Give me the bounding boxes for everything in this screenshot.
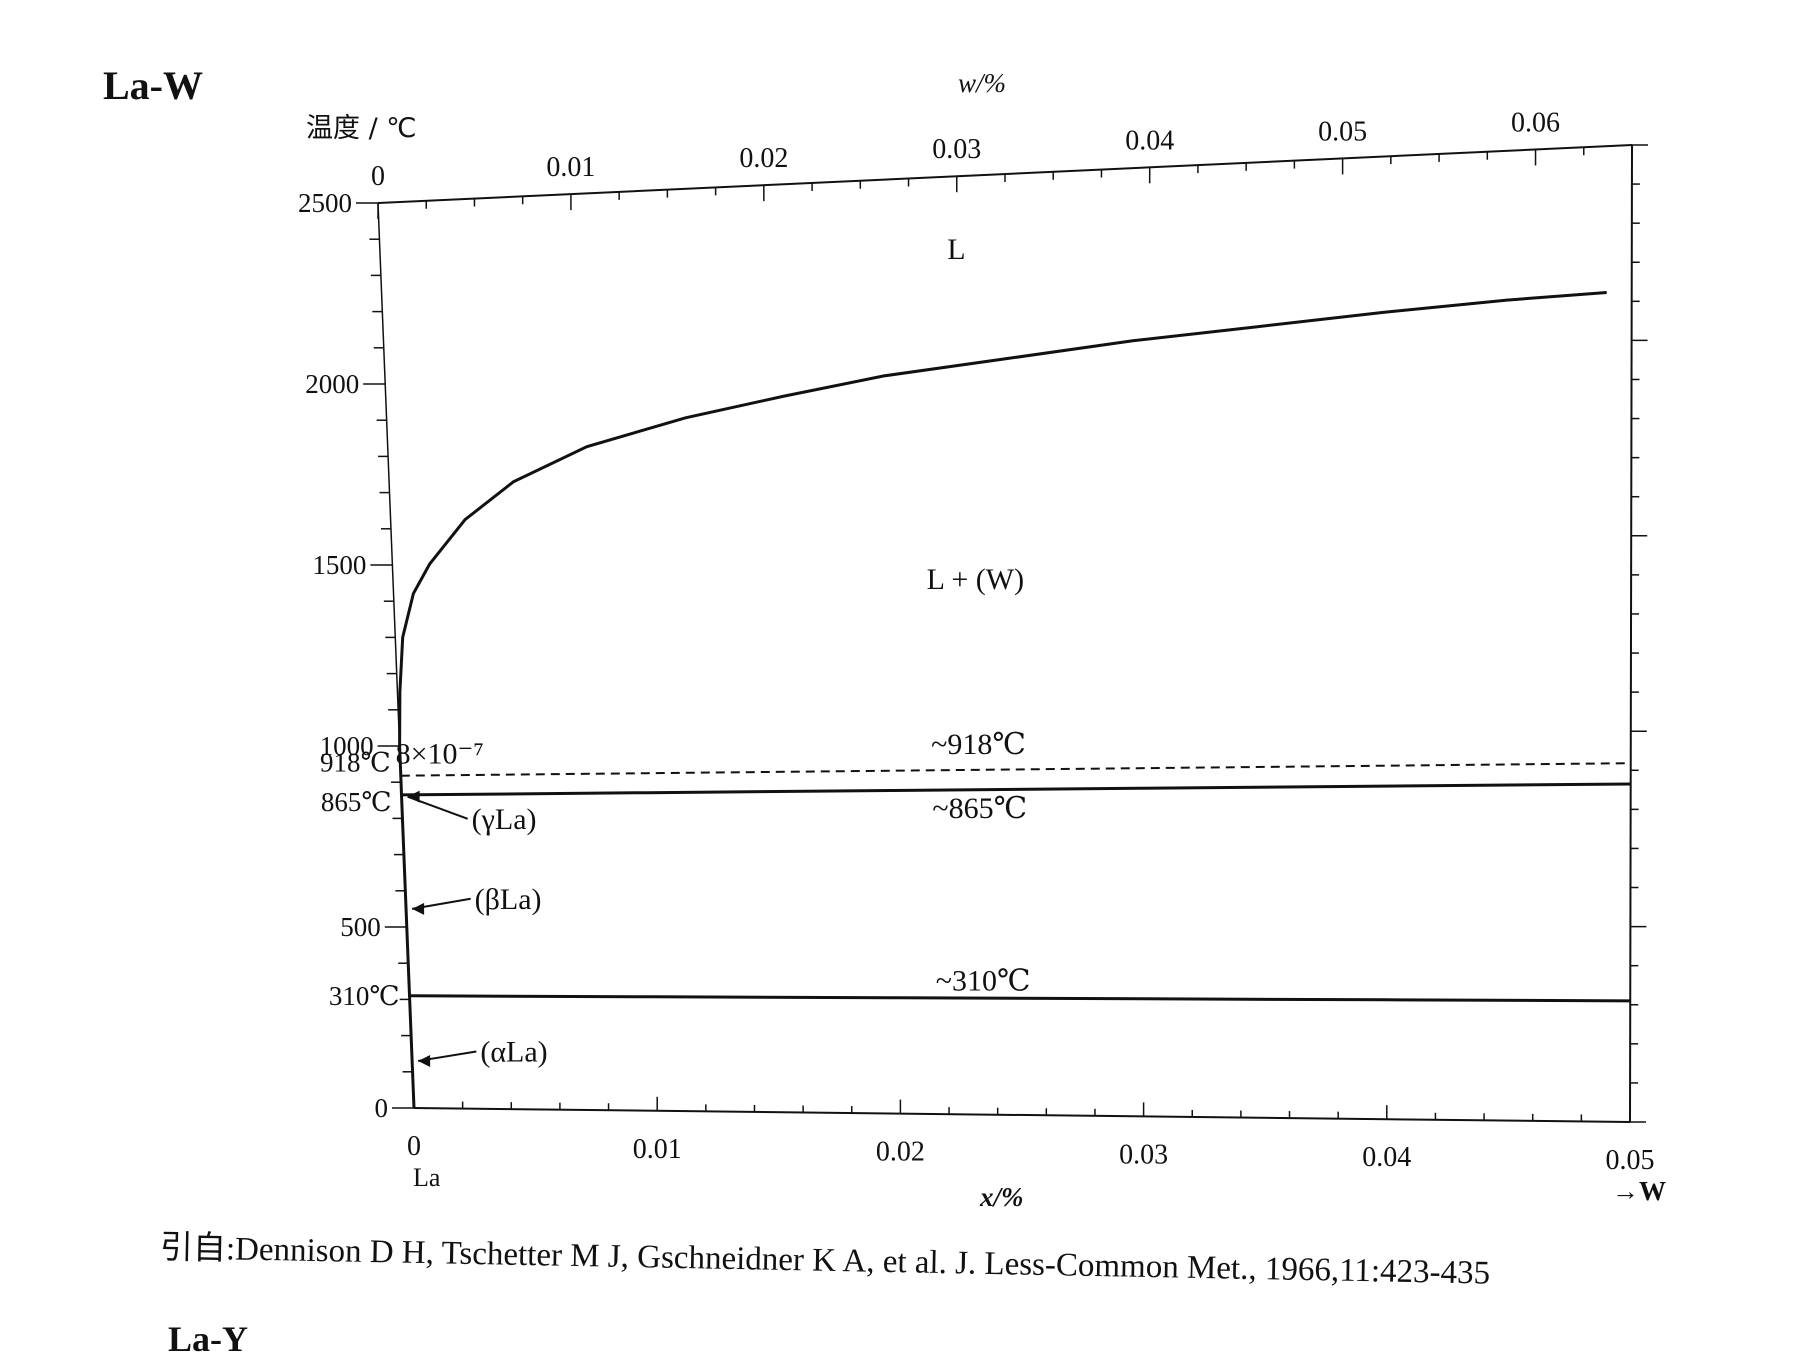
series-group (398, 291, 1631, 1109)
right-axis-line (1629, 144, 1633, 1123)
y-special-label: 310℃ (329, 981, 400, 1011)
series-line (400, 762, 1631, 777)
annotation-label: (αLa) (480, 1036, 547, 1069)
x-tick-label: 0.02 (876, 1137, 925, 1168)
y-special-label: 918℃ (320, 748, 391, 778)
annotation-label: ~310℃ (936, 965, 1031, 998)
series-line (409, 994, 1631, 1003)
figure-title: La-W (103, 63, 203, 108)
y-tick-label: 2500 (298, 188, 352, 218)
annotation-arrowhead (412, 902, 425, 915)
x-tick-label: 0.05 (1606, 1145, 1655, 1176)
annotation-label: L (947, 233, 965, 266)
annotation-arrowhead (418, 1054, 431, 1067)
y-tick-label: 1500 (312, 550, 366, 580)
y-axis-label: 温度 / ℃ (306, 113, 417, 144)
y-tick-label: 1000 (320, 731, 374, 761)
x2-tick-label: 0.02 (739, 143, 788, 174)
series-line (398, 745, 416, 1109)
x2-tick-label: 0.05 (1318, 116, 1367, 147)
y-tick-label: 500 (340, 912, 381, 942)
annotation-label: 8×10⁻⁷ (396, 738, 484, 771)
x2-tick-label: 0.04 (1125, 125, 1174, 156)
y-tick-label: 0 (375, 1093, 389, 1123)
x-axis-line (413, 1107, 1631, 1123)
w-end-label: →W (1612, 1176, 1666, 1206)
annotation-label: ~865℃ (932, 792, 1027, 825)
top-axis-label: w/% (958, 68, 1007, 98)
x2-tick-label: 0.03 (932, 134, 981, 165)
series-line (398, 291, 1607, 747)
annotation-label: (βLa) (475, 883, 542, 916)
bottom-axis-label: x/% (980, 1182, 1024, 1212)
x2-tick-label: 0 (371, 161, 385, 192)
series-line (401, 782, 1631, 797)
x2-tick-label: 0.06 (1511, 107, 1560, 138)
annotation-group: 0 500 1000 1500 2000 2500 918℃ 865℃ 310℃ 0 0.01 0.0… (298, 107, 1655, 1176)
annotation-label: L + (W) (927, 563, 1024, 596)
x-tick-label: 0.03 (1119, 1139, 1168, 1170)
x2-tick-label: 0.01 (546, 152, 595, 183)
la-end-label: La (413, 1163, 441, 1192)
x-tick-label: 0.01 (633, 1134, 682, 1165)
y-special-label: 865℃ (321, 787, 392, 817)
next-figure-title: La-Y (168, 1319, 248, 1359)
annotation-arrowhead (407, 790, 420, 803)
y-tick-label: 2000 (305, 369, 359, 399)
x-tick-label: 0.04 (1362, 1142, 1411, 1173)
annotation-label: ~918℃ (931, 728, 1026, 761)
x-tick-label: 0 (407, 1131, 421, 1162)
annotation-label: (γLa) (472, 803, 537, 836)
